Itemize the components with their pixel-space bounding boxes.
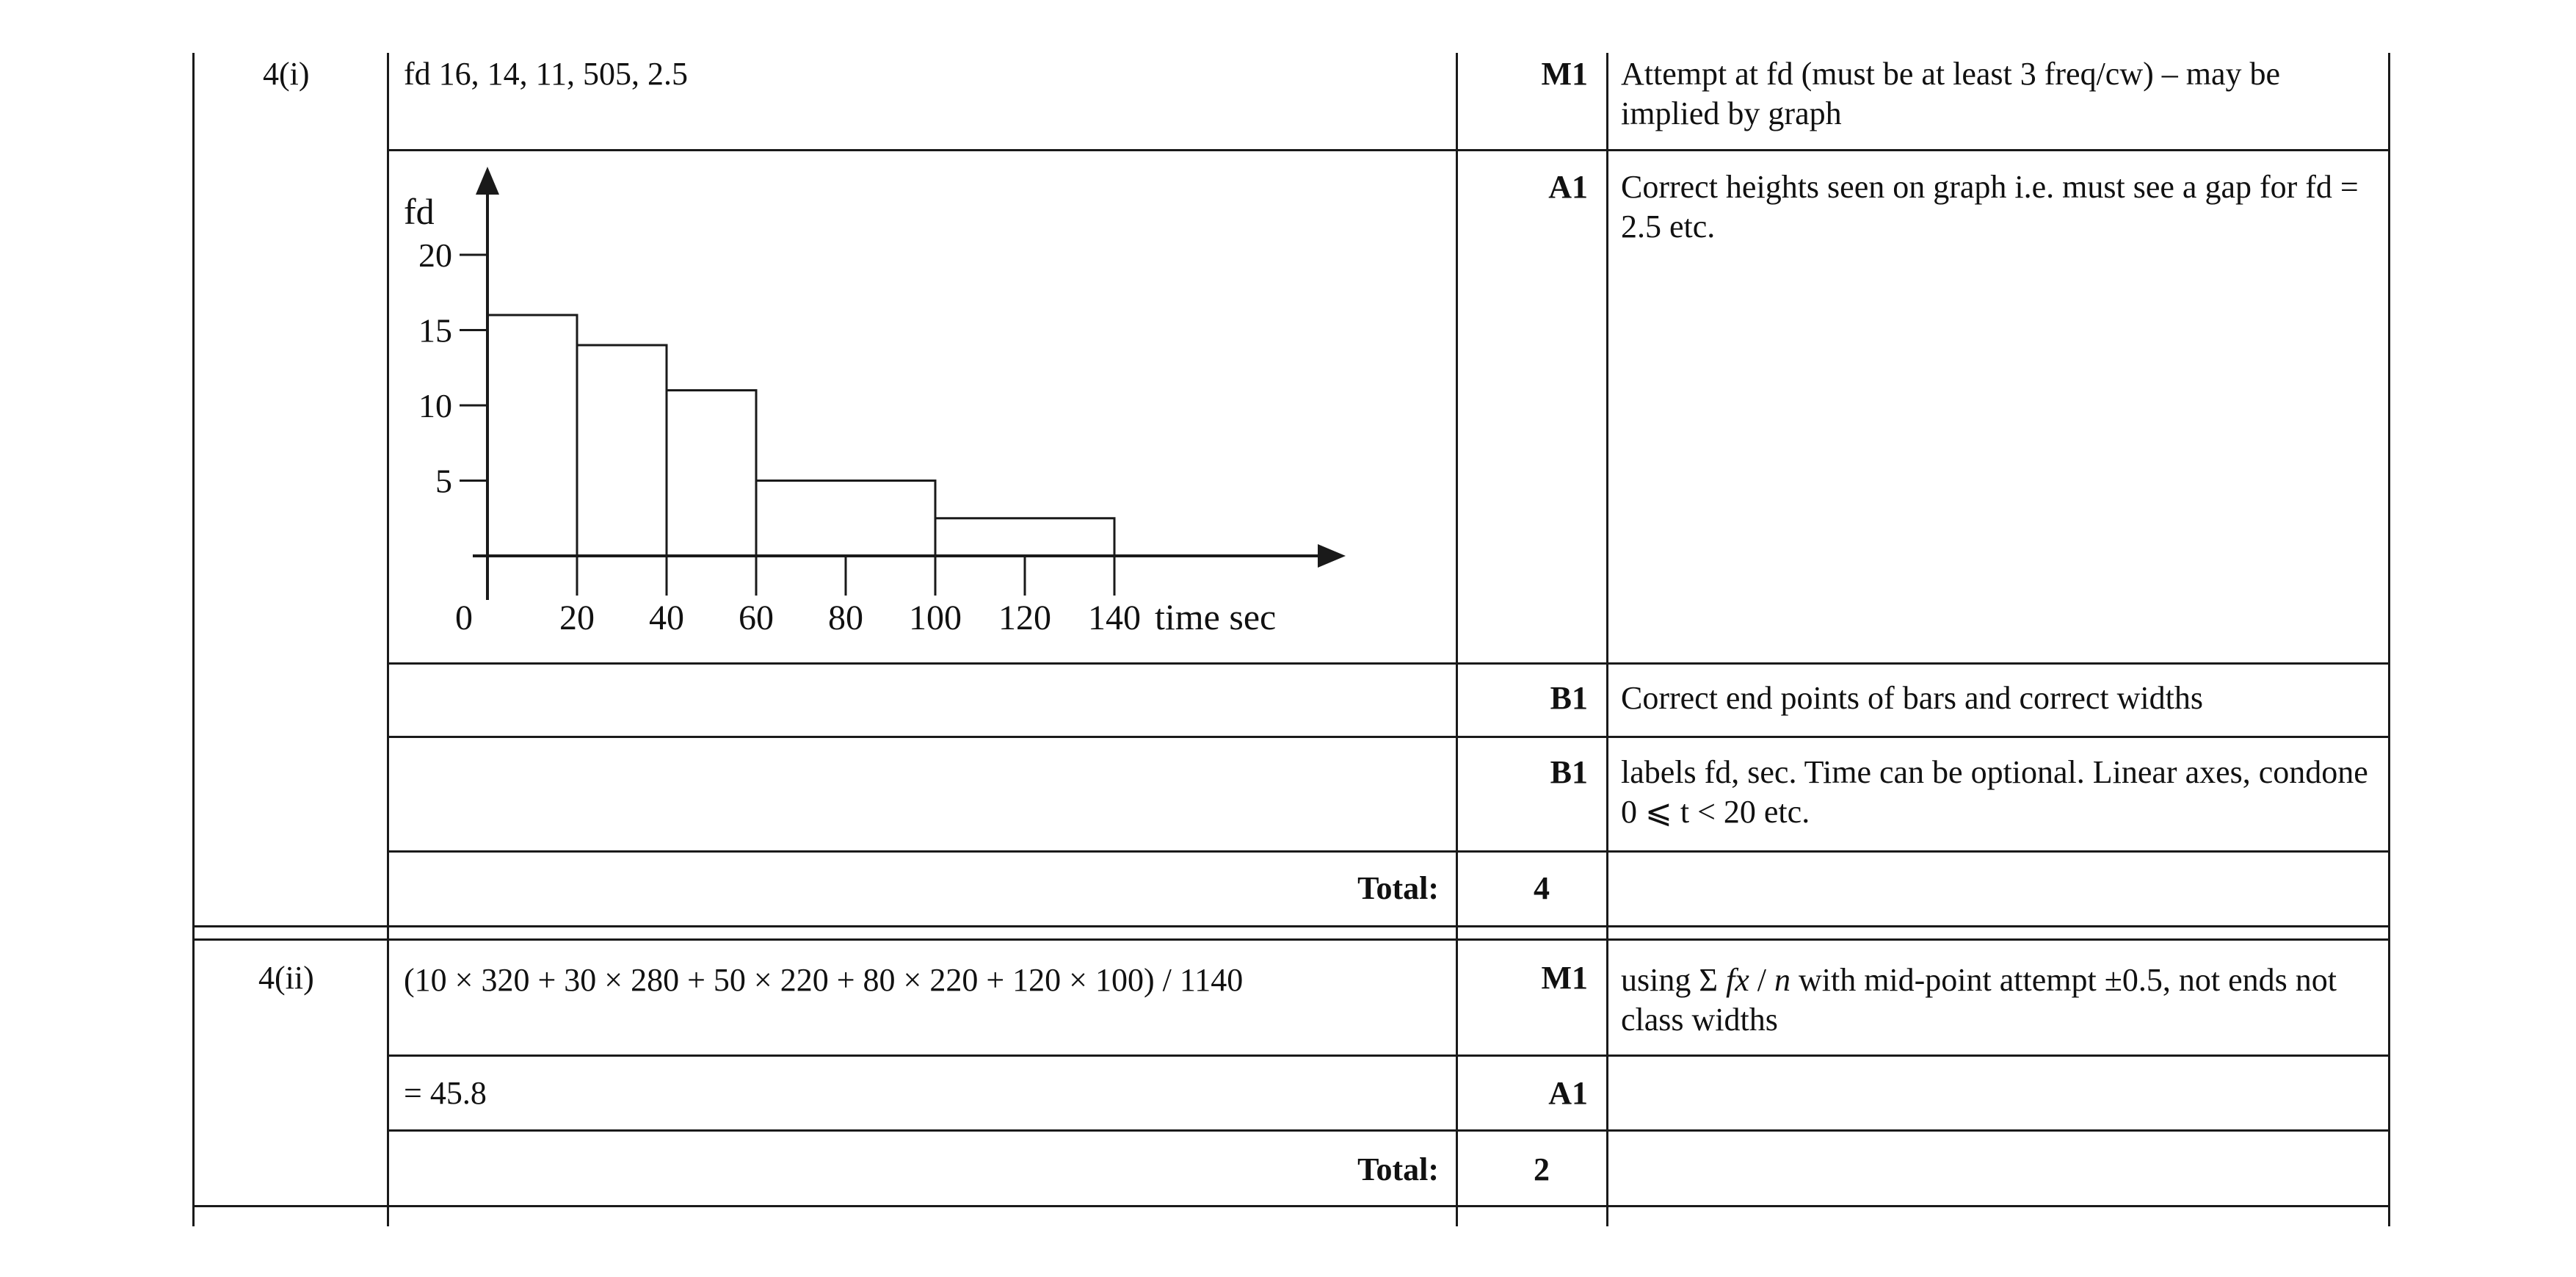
total-marks: 2 [1534,1151,1550,1187]
guidance-part: n [1774,962,1790,998]
x-tick-label: 80 [828,598,863,637]
histogram-bar [665,389,758,557]
mark-code: B1 [1550,754,1588,790]
y-tick-label: 10 [418,387,452,424]
y-axis-label: fd [404,191,435,232]
row-divider [387,850,2390,853]
answer-text: fd 16, 14, 11, 505, 2.5 [404,56,689,92]
histogram-bar [934,517,1116,557]
guidance-part: using Σ [1621,962,1726,998]
column-divider-marks [1456,53,1458,1226]
mark-code: A1 [1548,169,1588,205]
table-border-left [192,53,195,1226]
x-tick-label: 120 [998,598,1051,637]
x-axis-arrow [1318,544,1346,568]
question-separator-bottom [192,938,2390,941]
answer-text: = 45.8 [404,1075,487,1111]
row-divider [387,1129,2390,1132]
row-divider [387,736,2390,738]
row-divider [387,662,2390,665]
histogram-bar [486,314,578,557]
answer-text: (10 × 320 + 30 × 280 + 50 × 220 + 80 × 2… [404,962,1244,998]
y-axis-arrow [476,167,499,195]
mark-code: M1 [1541,56,1588,92]
question-label: 4(i) [263,56,310,92]
mark-code: M1 [1541,960,1588,996]
guidance-text: labels fd, sec. Time can be optional. Li… [1621,754,2368,830]
histogram-bar [576,344,668,557]
column-divider-guidance [1606,53,1608,1226]
guidance-text: Correct heights seen on graph i.e. must … [1621,169,2359,245]
x-tick-label: 60 [739,598,774,637]
x-tick-label: 0 [455,598,473,637]
x-tick-label: 100 [909,598,962,637]
histogram-chart: 5 10 15 20 0 20 40 60 80 100 120 140 time sec fd [404,167,1346,637]
x-tick-label: 20 [559,598,595,637]
y-tick-label: 15 [418,312,452,350]
row-divider [387,1054,2390,1057]
column-divider-answer [387,53,389,1226]
question-separator-top [192,925,2390,927]
guidance-text: Correct end points of bars and correct w… [1621,680,2203,716]
x-tick-label: 40 [649,598,684,637]
total-label: Total: [1357,870,1439,906]
table-border-right [2388,53,2390,1226]
total-label: Total: [1357,1151,1439,1187]
x-tick-label: 140 [1088,598,1141,637]
guidance-part: with mid-point attempt ±0.5, not ends no… [1621,962,2337,1038]
guidance-part: fx [1725,962,1749,998]
x-axis-label: time sec [1155,596,1276,637]
row-divider [387,149,2390,151]
mark-code: A1 [1548,1075,1588,1111]
y-tick-label: 5 [435,463,452,500]
table-border-bottom [192,1205,2390,1207]
guidance-text: Attempt at fd (must be at least 3 freq/c… [1621,56,2281,131]
histogram-bar [755,480,937,557]
guidance-text: using Σ fx / n with mid-point attempt ±0… [1621,961,2370,1040]
guidance-part: / [1749,962,1774,998]
mark-code: B1 [1550,680,1588,716]
question-label: 4(ii) [258,960,314,996]
y-tick-label: 20 [418,236,452,274]
total-marks: 4 [1534,870,1550,906]
